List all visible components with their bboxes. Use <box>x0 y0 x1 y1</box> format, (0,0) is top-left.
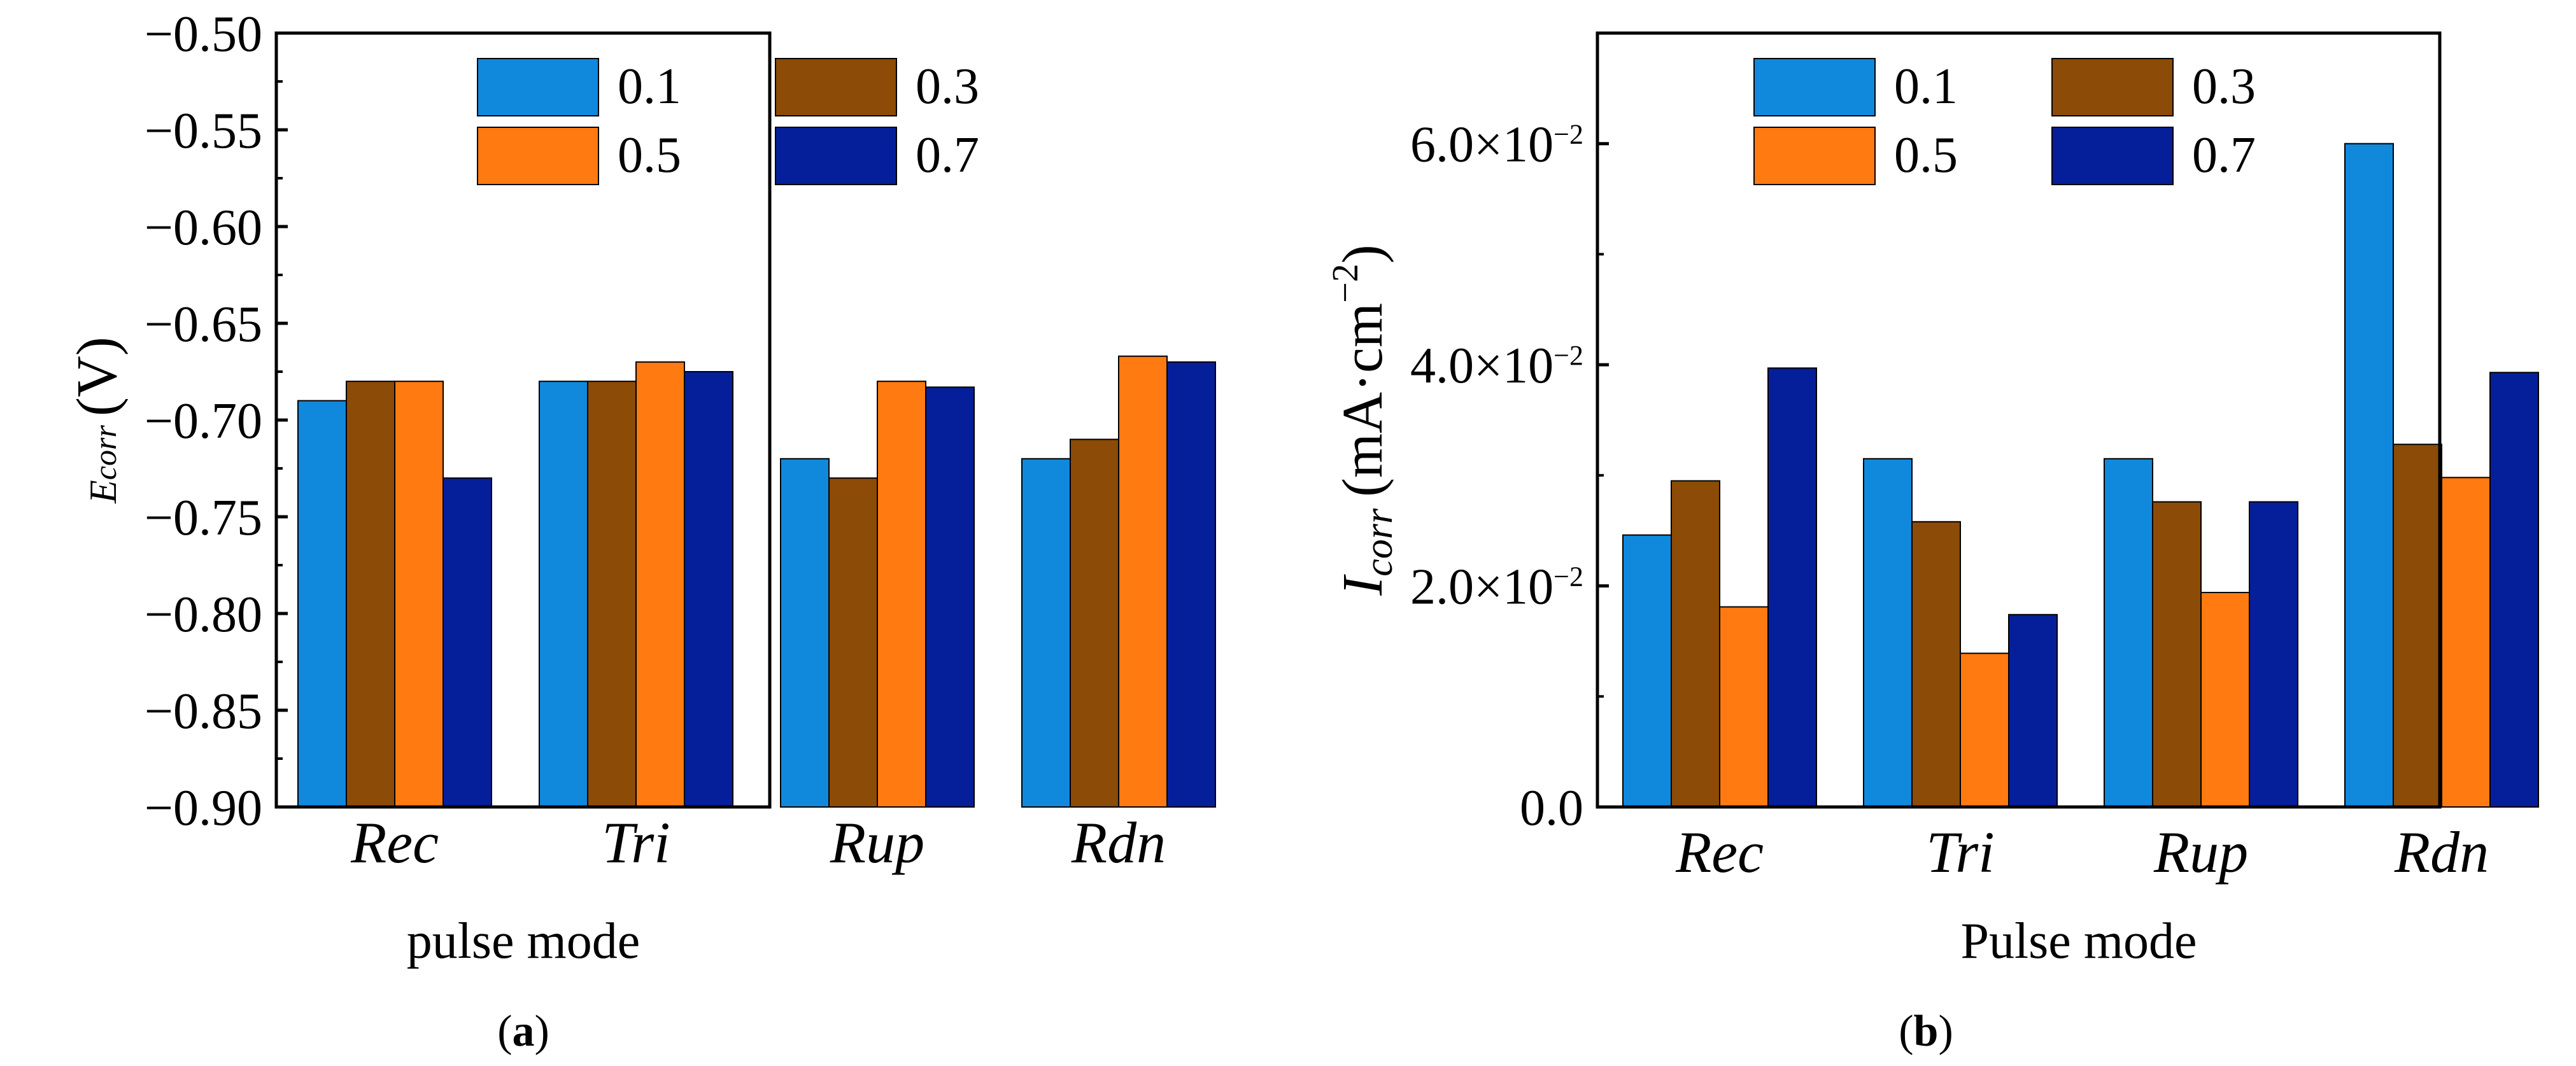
y-tick-label-a: −0.80 <box>145 587 262 643</box>
y-label-exp-b: −2 <box>1324 263 1366 303</box>
legend-swatch-a-03 <box>775 58 897 116</box>
panel-label-a: (a) <box>497 1007 549 1056</box>
legend-label-b-03: 0.3 <box>2192 59 2256 115</box>
legend-label-a-07: 0.7 <box>916 127 979 183</box>
x-tick-label-a-rec: Rec <box>350 810 439 875</box>
bar-b-rec-07 <box>1767 367 1817 808</box>
y-tick-label-a: −0.75 <box>145 490 262 546</box>
y-tick-label-a: −0.55 <box>145 103 262 159</box>
bar-a-tri-03 <box>587 381 637 808</box>
legend-a: 0.1 0.3 0.5 0.7 <box>477 58 979 185</box>
bar-a-tri-01 <box>539 381 588 808</box>
y-tick-label-b: 2.0×10−2 <box>1410 559 1583 615</box>
panel-letter-a: a <box>513 1007 535 1056</box>
legend-swatch-b-05 <box>1753 127 1876 185</box>
panel-letter-b: b <box>1914 1007 1939 1056</box>
bar-a-rup-01 <box>780 458 830 808</box>
bars-a <box>297 355 1216 808</box>
bar-a-rup-05 <box>877 381 926 808</box>
bar-a-rup-07 <box>925 386 975 808</box>
bar-b-rdn-07 <box>2489 372 2539 808</box>
plot-frame-a <box>274 31 772 809</box>
bar-a-rec-03 <box>346 381 395 808</box>
y-axis-label-b: Icorr (mA·cm−2) <box>1324 244 1401 596</box>
bar-a-rdn-07 <box>1166 361 1216 808</box>
bar-b-rdn-01 <box>2344 143 2394 808</box>
y-axis-label-a: Ecorr (V) <box>66 337 129 504</box>
bar-a-rdn-05 <box>1118 355 1168 808</box>
bar-b-rup-01 <box>2104 458 2153 808</box>
x-categories-a: Rec Tri Rup Rdn <box>350 810 1166 875</box>
bar-b-rec-01 <box>1622 534 1672 808</box>
x-tick-label-a-tri: Tri <box>602 810 670 875</box>
x-categories-b: Rec Tri Rup Rdn <box>1675 820 2489 885</box>
bar-b-rup-05 <box>2200 591 2250 808</box>
y-tick-label-a: −0.90 <box>145 780 262 836</box>
bar-b-tri-05 <box>1960 652 2009 808</box>
x-tick-label-b-rdn: Rdn <box>2394 820 2489 885</box>
legend-label-b-07: 0.7 <box>2192 127 2256 183</box>
bar-a-tri-05 <box>635 361 685 808</box>
plot-frame-b <box>1596 31 2442 809</box>
bar-b-rec-03 <box>1671 480 1720 808</box>
bar-b-rec-05 <box>1719 606 1769 808</box>
y-tick-label-a: −0.60 <box>145 200 262 256</box>
legend-b: 0.1 0.3 0.5 0.7 <box>1753 58 2256 185</box>
y-tick-label-a: −0.65 <box>145 297 262 353</box>
x-tick-label-b-tri: Tri <box>1926 820 1994 885</box>
x-tick-label-a-rdn: Rdn <box>1071 810 1166 875</box>
y-tick-label-a: −0.85 <box>145 684 262 740</box>
bar-b-rdn-03 <box>2393 444 2442 808</box>
bar-b-tri-07 <box>2008 614 2058 808</box>
y-tick-label-a: −0.70 <box>145 393 262 449</box>
bar-b-rdn-05 <box>2441 477 2491 808</box>
y-label-var-b: I <box>1331 574 1394 596</box>
chart-panel-b: 0.0 2.0×10−2 4.0×10−2 6.0×10−2 0.1 0.3 0.5 0.7… <box>1324 31 2539 1056</box>
legend-swatch-a-07 <box>775 127 897 185</box>
y-label-sub-a: corr <box>87 425 123 480</box>
bar-a-rec-07 <box>442 477 492 808</box>
legend-swatch-b-01 <box>1753 58 1876 116</box>
x-axis-label-a: pulse mode <box>407 913 640 969</box>
y-label-unit-b: (mA·cm <box>1331 303 1394 497</box>
x-axis-label-b: Pulse mode <box>1960 913 2197 969</box>
legend-label-a-01: 0.1 <box>618 59 681 115</box>
legend-swatch-b-07 <box>2051 127 2174 185</box>
x-tick-label-b-rup: Rup <box>2153 820 2248 885</box>
legend-label-a-03: 0.3 <box>916 59 979 115</box>
legend-label-b-01: 0.1 <box>1894 59 1958 115</box>
x-tick-label-b-rec: Rec <box>1675 820 1764 885</box>
y-label-unit-a: (V) <box>66 337 129 416</box>
bar-b-tri-03 <box>1911 521 1961 808</box>
y-tick-label-b: 6.0×10−2 <box>1410 117 1583 173</box>
bar-b-rup-07 <box>2249 501 2298 808</box>
legend-swatch-a-01 <box>477 58 599 116</box>
legend-label-b-05: 0.5 <box>1894 127 1958 183</box>
bars-b <box>1622 143 2539 808</box>
bar-b-tri-01 <box>1863 458 1913 808</box>
y-tick-label-b: 0.0 <box>1520 780 1583 836</box>
y-ticks-a: −0.50 −0.55 −0.60 −0.65 −0.70 −0.75 −0.80 −0.85… <box>145 6 288 836</box>
legend-label-a-05: 0.5 <box>618 127 681 183</box>
bar-a-rec-05 <box>394 381 444 808</box>
bar-a-tri-07 <box>684 371 733 808</box>
bar-a-rec-01 <box>297 400 347 808</box>
y-tick-label-a: −0.50 <box>145 6 262 62</box>
bar-a-rdn-03 <box>1070 438 1119 808</box>
y-tick-label-b: 4.0×10−2 <box>1410 338 1583 394</box>
y-label-close-b: ) <box>1331 244 1394 263</box>
chart-panel-a: −0.50 −0.55 −0.60 −0.65 −0.70 −0.75 −0.80 −0.85… <box>66 6 1216 1056</box>
y-label-sub-b: corr <box>1357 508 1401 577</box>
legend-swatch-b-03 <box>2051 58 2174 116</box>
y-label-var-a: E <box>82 480 124 504</box>
x-tick-label-a-rup: Rup <box>830 810 924 875</box>
panel-label-b: (b) <box>1899 1007 1953 1056</box>
bar-a-rdn-01 <box>1021 458 1071 808</box>
bar-a-rup-03 <box>828 477 878 808</box>
y-ticks-b: 0.0 2.0×10−2 4.0×10−2 6.0×10−2 <box>1410 32 1609 836</box>
bar-b-rup-03 <box>2152 501 2202 808</box>
legend-swatch-a-05 <box>477 127 599 185</box>
